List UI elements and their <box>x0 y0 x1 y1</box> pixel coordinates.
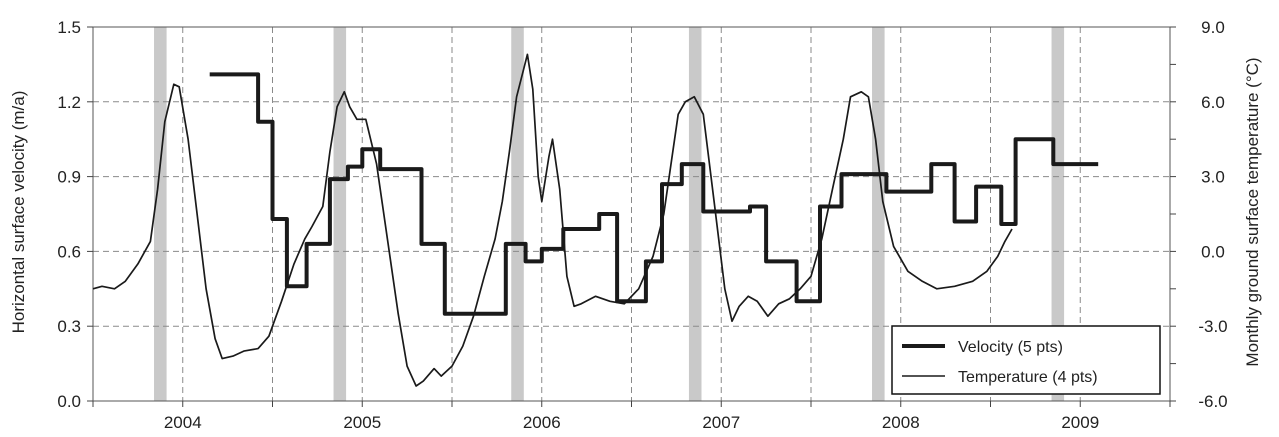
shaded-period <box>688 27 702 401</box>
y2-tick-label: 0.0 <box>1201 242 1225 261</box>
legend-label-velocity: Velocity (5 pts) <box>958 339 1063 356</box>
series-layer <box>92 53 1099 387</box>
y2-tick-label: -6.0 <box>1198 392 1227 411</box>
shaded-period <box>1051 27 1065 401</box>
x-tick-label: 2005 <box>343 413 381 432</box>
shaded-period <box>511 27 524 401</box>
shaded-period <box>333 27 347 401</box>
x-tick-label: 2004 <box>164 413 202 432</box>
y-tick-label: 0.3 <box>57 317 81 336</box>
shaded-periods <box>154 27 1065 401</box>
left-tick-labels: 0.0 0.3 0.6 0.9 1.2 1.5 <box>57 18 81 411</box>
y2-axis-title: Monthly ground surface temperature (°C) <box>1243 57 1262 366</box>
y2-tick-label: 3.0 <box>1201 168 1225 187</box>
shaded-period <box>872 27 885 401</box>
tick-marks <box>87 26 1176 407</box>
right-tick-labels: -6.0 -3.0 0.0 3.0 6.0 9.0 <box>1198 18 1227 411</box>
x-tick-labels: 2004 2005 2006 2007 2008 2009 <box>164 413 1099 432</box>
y2-tick-label: -3.0 <box>1198 317 1227 336</box>
y2-tick-label: 9.0 <box>1201 18 1225 37</box>
x-tick-label: 2009 <box>1061 413 1099 432</box>
x-tick-label: 2007 <box>702 413 740 432</box>
legend-box <box>891 325 1161 395</box>
y2-tick-label: 6.0 <box>1201 93 1225 112</box>
x-tick-label: 2006 <box>523 413 561 432</box>
legend-label-temperature: Temperature (4 pts) <box>958 369 1098 386</box>
x-tick-label: 2008 <box>882 413 920 432</box>
y-axis-title: Horizontal surface velocity (m/a) <box>9 91 28 334</box>
y-tick-label: 0.0 <box>57 392 81 411</box>
series-line-velocity <box>209 72 1099 316</box>
y-tick-label: 0.6 <box>57 242 81 261</box>
shaded-period <box>154 27 167 401</box>
legend: Velocity (5 pts) Temperature (4 pts) <box>891 325 1161 395</box>
y-tick-label: 1.5 <box>57 18 81 37</box>
y-tick-label: 1.2 <box>57 93 81 112</box>
y-tick-label: 0.9 <box>57 168 81 187</box>
series-line-temperature <box>92 53 1013 387</box>
